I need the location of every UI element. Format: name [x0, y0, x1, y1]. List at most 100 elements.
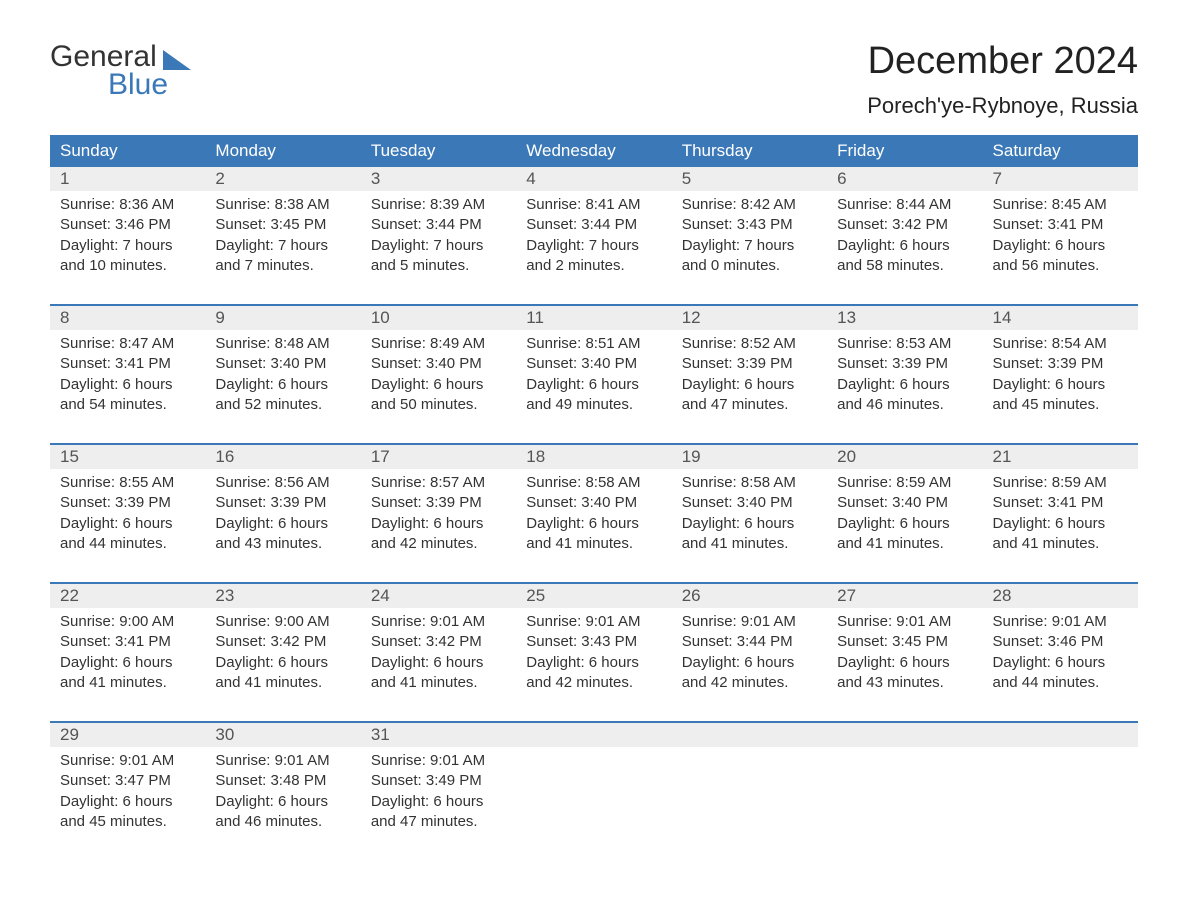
weekday-wednesday: Wednesday — [516, 135, 671, 167]
daylight-text-1: Daylight: 6 hours — [215, 792, 350, 812]
logo: General Blue — [50, 40, 191, 102]
sunset-text: Sunset: 3:45 PM — [215, 215, 350, 235]
daylight-text-1: Daylight: 6 hours — [993, 375, 1128, 395]
day-cell: Sunrise: 9:01 AMSunset: 3:42 PMDaylight:… — [361, 608, 516, 707]
day-cell: Sunrise: 9:01 AMSunset: 3:45 PMDaylight:… — [827, 608, 982, 707]
daylight-text-2: and 5 minutes. — [371, 256, 506, 276]
daylight-text-1: Daylight: 6 hours — [371, 792, 506, 812]
day-cell: Sunrise: 9:01 AMSunset: 3:46 PMDaylight:… — [983, 608, 1138, 707]
daylight-text-1: Daylight: 6 hours — [682, 514, 817, 534]
weekday-sunday: Sunday — [50, 135, 205, 167]
day-number-row: 891011121314 — [50, 306, 1138, 330]
daylight-text-2: and 52 minutes. — [215, 395, 350, 415]
daylight-text-2: and 47 minutes. — [371, 812, 506, 832]
sunrise-text: Sunrise: 9:01 AM — [993, 612, 1128, 632]
day-cell: Sunrise: 8:53 AMSunset: 3:39 PMDaylight:… — [827, 330, 982, 429]
day-number: 26 — [672, 584, 827, 608]
day-number: 24 — [361, 584, 516, 608]
sunrise-text: Sunrise: 8:36 AM — [60, 195, 195, 215]
daylight-text-1: Daylight: 6 hours — [371, 375, 506, 395]
daylight-text-2: and 49 minutes. — [526, 395, 661, 415]
weekday-header: Sunday Monday Tuesday Wednesday Thursday… — [50, 135, 1138, 167]
sunset-text: Sunset: 3:44 PM — [526, 215, 661, 235]
daylight-text-2: and 2 minutes. — [526, 256, 661, 276]
week-block: 293031Sunrise: 9:01 AMSunset: 3:47 PMDay… — [50, 721, 1138, 846]
day-number: 17 — [361, 445, 516, 469]
calendar: Sunday Monday Tuesday Wednesday Thursday… — [50, 135, 1138, 846]
day-cell: Sunrise: 8:48 AMSunset: 3:40 PMDaylight:… — [205, 330, 360, 429]
day-number: 21 — [983, 445, 1138, 469]
sunrise-text: Sunrise: 8:57 AM — [371, 473, 506, 493]
day-number: 6 — [827, 167, 982, 191]
day-number: 9 — [205, 306, 360, 330]
day-cell: Sunrise: 8:39 AMSunset: 3:44 PMDaylight:… — [361, 191, 516, 290]
sunrise-text: Sunrise: 8:59 AM — [837, 473, 972, 493]
day-number-row: 15161718192021 — [50, 445, 1138, 469]
day-cell: Sunrise: 8:57 AMSunset: 3:39 PMDaylight:… — [361, 469, 516, 568]
week-block: 15161718192021Sunrise: 8:55 AMSunset: 3:… — [50, 443, 1138, 568]
day-cell — [516, 747, 671, 846]
sunrise-text: Sunrise: 9:00 AM — [215, 612, 350, 632]
sunrise-text: Sunrise: 8:45 AM — [993, 195, 1128, 215]
daylight-text-2: and 7 minutes. — [215, 256, 350, 276]
daylight-text-1: Daylight: 7 hours — [682, 236, 817, 256]
sunrise-text: Sunrise: 8:39 AM — [371, 195, 506, 215]
sunset-text: Sunset: 3:39 PM — [60, 493, 195, 513]
daylight-text-2: and 44 minutes. — [60, 534, 195, 554]
day-number: 3 — [361, 167, 516, 191]
day-number: 19 — [672, 445, 827, 469]
daylight-text-2: and 42 minutes. — [371, 534, 506, 554]
daylight-text-1: Daylight: 6 hours — [837, 236, 972, 256]
day-cell: Sunrise: 9:01 AMSunset: 3:48 PMDaylight:… — [205, 747, 360, 846]
day-number: 15 — [50, 445, 205, 469]
day-number-row: 22232425262728 — [50, 584, 1138, 608]
day-cell: Sunrise: 8:58 AMSunset: 3:40 PMDaylight:… — [516, 469, 671, 568]
day-cell: Sunrise: 8:38 AMSunset: 3:45 PMDaylight:… — [205, 191, 360, 290]
daylight-text-1: Daylight: 7 hours — [371, 236, 506, 256]
day-cell: Sunrise: 9:01 AMSunset: 3:43 PMDaylight:… — [516, 608, 671, 707]
logo-sail-icon — [163, 50, 191, 70]
daylight-text-1: Daylight: 6 hours — [215, 375, 350, 395]
day-cell: Sunrise: 8:41 AMSunset: 3:44 PMDaylight:… — [516, 191, 671, 290]
sunset-text: Sunset: 3:39 PM — [837, 354, 972, 374]
day-cell: Sunrise: 8:45 AMSunset: 3:41 PMDaylight:… — [983, 191, 1138, 290]
sunrise-text: Sunrise: 8:58 AM — [526, 473, 661, 493]
day-number: 30 — [205, 723, 360, 747]
day-number — [672, 723, 827, 747]
daylight-text-1: Daylight: 6 hours — [60, 653, 195, 673]
sunrise-text: Sunrise: 9:01 AM — [215, 751, 350, 771]
day-body-row: Sunrise: 8:36 AMSunset: 3:46 PMDaylight:… — [50, 191, 1138, 290]
weekday-saturday: Saturday — [983, 135, 1138, 167]
sunset-text: Sunset: 3:44 PM — [371, 215, 506, 235]
day-number: 8 — [50, 306, 205, 330]
day-body-row: Sunrise: 8:47 AMSunset: 3:41 PMDaylight:… — [50, 330, 1138, 429]
day-number: 16 — [205, 445, 360, 469]
daylight-text-1: Daylight: 6 hours — [526, 653, 661, 673]
day-cell — [983, 747, 1138, 846]
day-number: 23 — [205, 584, 360, 608]
sunrise-text: Sunrise: 8:58 AM — [682, 473, 817, 493]
daylight-text-1: Daylight: 6 hours — [215, 653, 350, 673]
day-number: 2 — [205, 167, 360, 191]
weekday-friday: Friday — [827, 135, 982, 167]
daylight-text-2: and 47 minutes. — [682, 395, 817, 415]
sunrise-text: Sunrise: 8:59 AM — [993, 473, 1128, 493]
sunset-text: Sunset: 3:46 PM — [993, 632, 1128, 652]
sunrise-text: Sunrise: 8:38 AM — [215, 195, 350, 215]
day-body-row: Sunrise: 9:00 AMSunset: 3:41 PMDaylight:… — [50, 608, 1138, 707]
day-number: 20 — [827, 445, 982, 469]
sunrise-text: Sunrise: 8:53 AM — [837, 334, 972, 354]
daylight-text-1: Daylight: 6 hours — [526, 375, 661, 395]
day-number: 1 — [50, 167, 205, 191]
sunset-text: Sunset: 3:42 PM — [837, 215, 972, 235]
day-number: 31 — [361, 723, 516, 747]
day-number: 27 — [827, 584, 982, 608]
sunset-text: Sunset: 3:41 PM — [993, 493, 1128, 513]
sunset-text: Sunset: 3:40 PM — [837, 493, 972, 513]
daylight-text-2: and 41 minutes. — [682, 534, 817, 554]
sunset-text: Sunset: 3:43 PM — [682, 215, 817, 235]
day-cell: Sunrise: 8:52 AMSunset: 3:39 PMDaylight:… — [672, 330, 827, 429]
location-label: Porech'ye-Rybnoye, Russia — [867, 93, 1138, 119]
daylight-text-1: Daylight: 6 hours — [993, 514, 1128, 534]
day-number: 12 — [672, 306, 827, 330]
